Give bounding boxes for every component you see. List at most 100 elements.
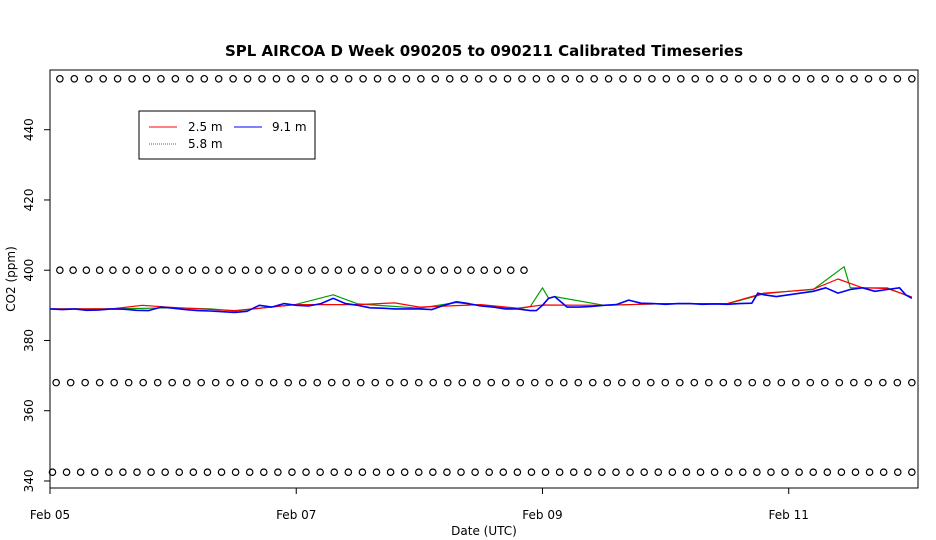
- marker-point: [485, 468, 493, 476]
- marker-point: [626, 468, 634, 476]
- marker-point: [541, 468, 550, 476]
- marker-point: [590, 74, 598, 83]
- marker-point: [316, 468, 324, 476]
- marker-point: [162, 266, 170, 275]
- marker-point: [48, 468, 57, 476]
- marker-point: [720, 74, 728, 83]
- marker-point: [269, 378, 278, 387]
- marker-point: [124, 378, 133, 387]
- y-axis: 340 360 380 400 420 440: [22, 118, 50, 492]
- marker-point: [171, 74, 180, 83]
- marker-point: [226, 378, 234, 387]
- marker-point: [429, 468, 437, 476]
- marker-point: [414, 266, 422, 275]
- marker-point: [359, 74, 367, 83]
- marker-point: [648, 74, 656, 83]
- marker-point: [864, 378, 873, 387]
- marker-point: [453, 266, 462, 275]
- marker-point: [821, 74, 830, 83]
- marker-point: [281, 266, 290, 275]
- marker-point: [908, 378, 916, 387]
- marker-point: [443, 378, 452, 387]
- marker-point: [738, 468, 747, 476]
- marker-point: [344, 468, 353, 476]
- marker-layer: [48, 74, 916, 476]
- marker-point: [385, 378, 394, 387]
- marker-point: [574, 378, 583, 387]
- marker-point: [371, 378, 380, 387]
- marker-point: [142, 74, 151, 83]
- marker-point: [850, 378, 858, 387]
- marker-point: [374, 266, 382, 275]
- marker-point: [893, 378, 902, 387]
- marker-point: [499, 468, 508, 476]
- marker-point: [344, 74, 353, 83]
- marker-point: [241, 266, 250, 275]
- marker-point: [189, 468, 198, 476]
- marker-point: [458, 378, 467, 387]
- y-tick-label-2: 380: [22, 329, 36, 352]
- marker-point: [186, 74, 194, 83]
- marker-point: [175, 266, 184, 275]
- marker-point: [287, 74, 295, 83]
- marker-point: [443, 468, 451, 476]
- marker-point: [662, 74, 671, 83]
- marker-point: [619, 74, 627, 83]
- marker-point: [474, 74, 483, 83]
- marker-point: [753, 468, 761, 476]
- marker-point: [767, 468, 775, 476]
- marker-row-0: [56, 74, 916, 83]
- marker-point: [417, 74, 425, 83]
- legend: 2.5 m 5.8 m 9.1 m: [138, 110, 316, 160]
- x-tick-label-2: Feb 09: [522, 508, 562, 522]
- marker-point: [157, 74, 165, 83]
- marker-point: [654, 468, 663, 476]
- marker-point: [460, 74, 468, 83]
- marker-point: [691, 74, 700, 83]
- marker-point: [835, 74, 844, 83]
- marker-point: [501, 378, 510, 387]
- marker-point: [865, 468, 874, 476]
- marker-point: [632, 378, 641, 387]
- marker-point: [518, 74, 526, 83]
- marker-point: [661, 378, 670, 387]
- marker-point: [555, 468, 564, 476]
- marker-point: [201, 266, 210, 275]
- marker-point: [530, 378, 539, 387]
- marker-point: [603, 378, 612, 387]
- marker-row-1: [56, 266, 528, 275]
- marker-point: [748, 378, 757, 387]
- marker-point: [806, 378, 815, 387]
- marker-point: [777, 378, 786, 387]
- legend-label-9-1m: 9.1 m: [272, 120, 307, 134]
- marker-point: [84, 74, 93, 83]
- marker-row-3: [48, 468, 916, 476]
- marker-point: [330, 74, 339, 83]
- marker-point: [690, 378, 699, 387]
- marker-point: [139, 378, 147, 387]
- marker-point: [298, 378, 307, 387]
- marker-point: [569, 468, 578, 476]
- marker-point: [710, 468, 719, 476]
- marker-point: [400, 266, 409, 275]
- chart-title: SPL AIRCOA D Week 090205 to 090211 Calib…: [225, 42, 743, 60]
- marker-point: [893, 468, 902, 476]
- marker-point: [288, 468, 296, 476]
- marker-point: [56, 74, 64, 83]
- x-axis: Feb 05 Feb 07 Feb 09 Feb 11: [30, 488, 809, 522]
- marker-point: [402, 74, 411, 83]
- marker-point: [440, 266, 449, 275]
- marker-point: [302, 468, 310, 476]
- marker-row-2: [52, 378, 916, 387]
- marker-point: [604, 74, 613, 83]
- marker-point: [215, 266, 223, 275]
- marker-point: [327, 378, 336, 387]
- marker-point: [445, 74, 454, 83]
- legend-box: [138, 110, 316, 160]
- marker-point: [231, 468, 240, 476]
- series-line-9-1-m: [49, 286, 913, 314]
- marker-point: [837, 468, 846, 476]
- marker-point: [272, 74, 281, 83]
- marker-point: [133, 468, 141, 476]
